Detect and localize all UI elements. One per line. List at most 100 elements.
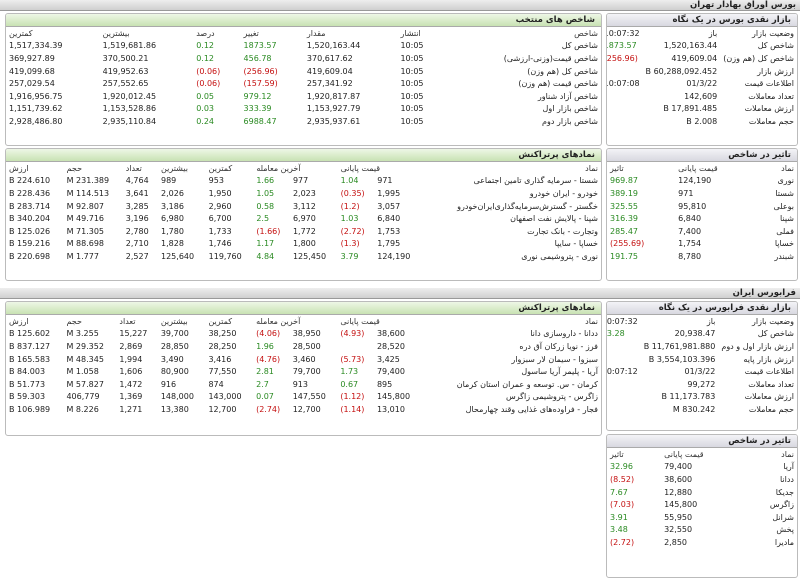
change: 23.28	[606, 329, 625, 339]
symbol-row: خگستر - گسترش‌سرمایه‌گذاری‌ایران‌خودرو 3,…	[6, 200, 601, 213]
value: 837.127 B	[9, 341, 51, 351]
most-traded-table: نماد قیمت پایانی آخرین معامله کمترین بیشترین…	[6, 162, 601, 263]
cell: 1,754	[678, 239, 702, 249]
count: 3,285	[125, 201, 149, 211]
overview-row: ارزش معاملات 11,173.783 B	[607, 391, 797, 404]
low: 1,950	[208, 188, 232, 198]
most-traded-table: نماد قیمت پایانی آخرین معامله کمترین بیشترین…	[6, 315, 601, 416]
cell: شاخص کل	[561, 41, 598, 51]
cell: 419,099.68	[9, 66, 55, 76]
column-header: نماد	[585, 163, 598, 173]
cell: (0.06)	[196, 66, 221, 76]
impact-row: نوری 124,190 969.87	[607, 175, 797, 188]
impact-table: نماد قیمت پایانی تاثیر نوری 124,190 969.87 شست…	[607, 162, 797, 263]
value: 01/3/22	[684, 367, 716, 377]
cell: فملی	[776, 226, 794, 236]
cell: 257,341.92	[306, 79, 353, 89]
last-change: 0.58	[256, 201, 275, 211]
cell: 8,780	[678, 251, 702, 261]
close: 145,800	[376, 392, 411, 402]
label: وضعیت بازار	[752, 28, 794, 38]
count: 3,641	[125, 188, 149, 198]
last-change: (2.74)	[256, 404, 281, 414]
cell: بوعلی	[773, 201, 794, 211]
close-change: (1.2)	[340, 201, 360, 211]
value: 11,761,981.880 B	[643, 341, 716, 351]
volume: 92.807 M	[66, 201, 105, 211]
cell: 1,153,927.79	[306, 104, 361, 114]
cell: (255.69)	[610, 239, 645, 249]
index-row: شاخص آزاد شناور 10:05 1,920,817.87 979.12 0.…	[6, 90, 601, 103]
impact-row: زاگرس 145,800 (7.03)	[607, 498, 797, 511]
close: 895	[376, 379, 393, 389]
value: 51.773 B	[9, 379, 46, 389]
cell: 10:05	[400, 66, 424, 76]
label: حجم معاملات	[748, 404, 794, 414]
last-change: 4.84	[256, 251, 275, 261]
symbol: شپنا - پالایش نفت اصفهان	[510, 214, 598, 224]
high: 13,380	[160, 404, 189, 414]
symbol: فجار - فراوده‌های غذایی وقند چهارمحال	[465, 404, 598, 414]
overview-row: حجم معاملات 2.008 B	[607, 115, 797, 128]
cell: 1873.57	[243, 41, 277, 51]
value: 60,288,092.452 B	[645, 66, 718, 76]
low: 1,746	[208, 239, 232, 249]
label: شاخص کل	[757, 41, 794, 51]
value: 830.242 M	[672, 404, 716, 414]
change: 1873.57	[606, 41, 637, 51]
cell: 2,935,937.61	[306, 116, 361, 126]
high: 1,828	[161, 239, 184, 249]
column-header: درصد	[196, 28, 215, 38]
close: 1,995	[377, 188, 401, 198]
count: 1,472	[119, 379, 143, 389]
close-change: 0.67	[340, 379, 359, 389]
change: (256.96)	[606, 53, 638, 63]
panel-title: نمادهای پرتراکنش	[6, 302, 601, 315]
close-change: 1.04	[340, 176, 359, 186]
cell: 12,880	[664, 487, 693, 497]
volume: 48.345 M	[66, 354, 104, 364]
last-change: 1.17	[256, 239, 275, 249]
low: 3,416	[208, 354, 232, 364]
cell: شاخص آزاد شناور	[537, 91, 598, 101]
cell: 285.47	[610, 226, 638, 236]
close: 13,010	[376, 404, 405, 414]
column-header: بیشترین	[102, 28, 130, 38]
label: ارزش معاملات	[744, 104, 794, 114]
cell: 370,500.21	[102, 53, 149, 63]
column-header: تغییر	[243, 28, 259, 38]
cell: 369,927.89	[9, 53, 55, 63]
column-header: حجم	[66, 316, 82, 326]
last: 79,700	[292, 367, 321, 377]
count: 2,710	[125, 239, 149, 249]
label: شاخص کل (هم وزن)	[723, 53, 794, 63]
header-row: نماد قیمت پایانی تاثیر	[607, 162, 797, 175]
close: 971	[377, 176, 393, 186]
cell: پخش	[776, 525, 794, 535]
symbol: خودرو - ایران خودرو	[529, 188, 598, 198]
column-header: حجم	[66, 163, 83, 173]
high: 3,490	[160, 354, 184, 364]
impact-row: شرانل 55,950 3.91	[607, 511, 797, 524]
header-row: نماد قیمت پایانی آخرین معامله کمترین بیشترین…	[6, 315, 601, 328]
cell: شاخص قیمت(وزنی-ارزشی)	[503, 53, 598, 63]
last-change: 2.7	[256, 379, 269, 389]
impact-row: شستا 971 389.19	[607, 187, 797, 200]
count: 2,780	[125, 226, 149, 236]
close-change: (1.14)	[340, 404, 365, 414]
value: 165.583 B	[9, 354, 51, 364]
value: 99,272	[687, 379, 716, 389]
cell: 10:05	[400, 104, 424, 114]
volume: 71.305 M	[66, 226, 105, 236]
overview-table: وضعیت بازار باز 10:07:32 شاخص کل 20,938.47 23…	[606, 315, 797, 416]
close-change	[337, 340, 374, 353]
column-header: قیمت پایانی	[340, 163, 381, 173]
cell: 3.48	[610, 525, 628, 535]
overview-row: ارزش معاملات 17,891.485 B	[607, 103, 797, 116]
last: 3,112	[292, 201, 316, 211]
panel-title: تاثیر در شاخص	[607, 149, 797, 162]
index-row: شاخص قیمت(وزنی-ارزشی) 10:05 370,617.62 456.…	[6, 52, 601, 65]
section-bar: فرابورس ایران	[0, 288, 800, 299]
